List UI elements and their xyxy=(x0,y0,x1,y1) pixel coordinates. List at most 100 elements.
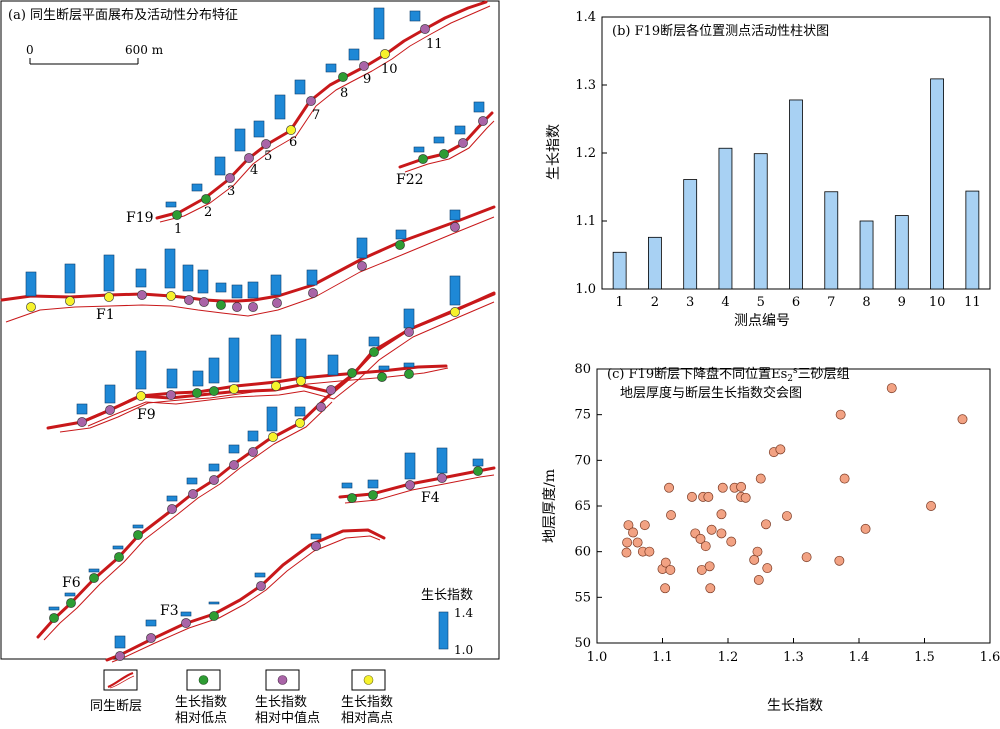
growth-bar xyxy=(348,48,360,61)
growth-mid-point xyxy=(311,541,321,551)
growth-mid-point xyxy=(244,153,254,163)
fault-f6-trace xyxy=(43,401,333,641)
growth-bar xyxy=(208,357,220,384)
growth-low-point xyxy=(404,369,414,379)
point-number-label: 8 xyxy=(340,86,348,101)
growth-mid-point xyxy=(261,139,271,149)
growth-mid-point xyxy=(167,504,177,514)
growth-low-point xyxy=(133,530,143,540)
scale-end-label: 600 m xyxy=(125,43,164,57)
growth-mid-point xyxy=(229,460,239,470)
growth-bar xyxy=(247,281,259,299)
growth-bar xyxy=(103,254,115,292)
fault-label: F4 xyxy=(421,490,440,506)
growth-bar xyxy=(270,334,282,379)
legend-mid-label-1: 生长指数 xyxy=(255,695,307,710)
growth-bar xyxy=(325,63,337,73)
growth-bar xyxy=(208,601,220,605)
growth-bar xyxy=(295,338,307,378)
growth-high-point xyxy=(26,302,36,312)
growth-bar xyxy=(341,482,353,489)
growth-bar xyxy=(409,10,421,22)
growth-high-point xyxy=(450,307,460,317)
growth-bar xyxy=(254,572,266,578)
growth-low-point xyxy=(216,300,226,310)
point-number-label: 6 xyxy=(289,135,297,150)
growth-bar xyxy=(76,403,88,415)
legend-high-label-1: 生长指数 xyxy=(341,695,393,710)
growth-bar xyxy=(327,354,339,376)
key-title: 生长指数 xyxy=(421,588,473,603)
growth-bar xyxy=(197,269,209,294)
growth-mid-point xyxy=(248,302,258,312)
growth-bar xyxy=(234,128,246,152)
growth-bar xyxy=(215,282,227,293)
legend-low-label-2: 相对低点 xyxy=(175,711,227,726)
fault-f6-line xyxy=(36,291,496,639)
growth-index-key: 生长指数 1.4 1.0 xyxy=(421,588,473,657)
growth-high-point xyxy=(104,292,114,302)
growth-high-point xyxy=(296,376,306,386)
growth-bar xyxy=(403,308,415,329)
growth-bar xyxy=(454,125,466,135)
growth-high-point xyxy=(271,381,281,391)
growth-mid-point xyxy=(184,295,194,305)
growth-mid-point xyxy=(316,402,326,412)
fault-f22-trace xyxy=(404,120,495,173)
point-number-label: 4 xyxy=(250,163,258,178)
growth-bar xyxy=(395,229,407,240)
measurement-points xyxy=(26,24,488,661)
growth-bar xyxy=(228,444,240,454)
growth-mid-point xyxy=(105,405,115,415)
fault-label: F9 xyxy=(137,407,156,423)
key-high-label: 1.4 xyxy=(454,606,473,620)
growth-bar xyxy=(166,368,178,389)
growth-bar xyxy=(166,495,178,502)
growth-bar xyxy=(306,269,318,286)
growth-bar xyxy=(165,201,177,208)
growth-bar xyxy=(145,619,157,627)
growth-low-point xyxy=(395,240,405,250)
growth-high-point xyxy=(286,125,296,135)
growth-bar xyxy=(186,477,198,485)
point-number-label: 5 xyxy=(264,149,272,164)
growth-low-point xyxy=(369,347,379,357)
growth-bar xyxy=(135,350,147,390)
growth-bar xyxy=(436,447,448,474)
growth-bar xyxy=(247,430,259,442)
growth-high-point xyxy=(166,291,176,301)
growth-mid-point xyxy=(357,261,367,271)
growth-mid-point xyxy=(248,447,258,457)
fault-f19-trace xyxy=(159,5,491,223)
growth-bar xyxy=(373,7,385,40)
scale-bar: 0 600 m xyxy=(26,43,164,65)
fault-label: F22 xyxy=(396,172,424,188)
growth-mid-point xyxy=(326,385,336,395)
growth-index-bars xyxy=(25,7,485,649)
growth-mid-point xyxy=(146,633,156,643)
legend-high-label-2: 相对高点 xyxy=(341,710,393,726)
growth-bar xyxy=(449,209,461,221)
growth-mid-point xyxy=(478,116,488,126)
legend-low: 生长指数 相对低点 xyxy=(175,669,227,726)
growth-mid-point xyxy=(306,96,316,106)
map-frame xyxy=(0,0,500,660)
growth-bar xyxy=(135,268,147,288)
fault-label: F3 xyxy=(160,603,179,619)
growth-bar xyxy=(112,545,124,550)
map-title: (a) 同生断层平面展布及活动性分布特征 xyxy=(8,8,238,23)
growth-bar xyxy=(64,263,76,294)
growth-high-point xyxy=(65,296,75,306)
growth-bar xyxy=(88,568,100,573)
growth-mid-point xyxy=(308,288,318,298)
growth-bar xyxy=(274,94,286,120)
growth-low-point xyxy=(473,466,483,476)
fault-label: F1 xyxy=(96,307,115,323)
fault-f9-branch-trace xyxy=(87,301,495,427)
growth-bar xyxy=(266,406,278,432)
point-number-label: 9 xyxy=(363,72,371,87)
growth-low-point xyxy=(418,154,428,164)
growth-bar xyxy=(253,120,265,138)
growth-low-point xyxy=(89,573,99,583)
